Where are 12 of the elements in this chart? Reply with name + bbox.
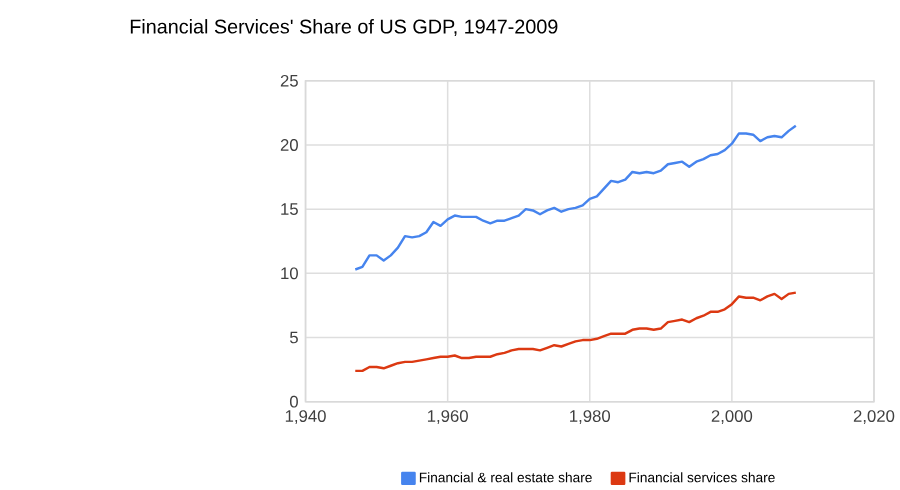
y-tick-label: 20 (280, 138, 298, 151)
x-tick-label: 1,980 (570, 409, 611, 424)
x-tick-label: 2,000 (711, 409, 753, 424)
x-tick-label: 2,020 (853, 409, 895, 424)
chart-title: Financial Services' Share of US GDP, 1947-2009 (130, 18, 558, 36)
y-tick-label: 0 (289, 395, 298, 408)
y-tick-label: 15 (281, 203, 298, 215)
y-tick-label: 25 (280, 74, 298, 87)
y-tick-label: 10 (281, 267, 298, 279)
x-tick-label: 1,940 (285, 409, 326, 424)
y-tick-label: 5 (289, 331, 298, 344)
x-tick-label: 1,960 (427, 409, 468, 424)
